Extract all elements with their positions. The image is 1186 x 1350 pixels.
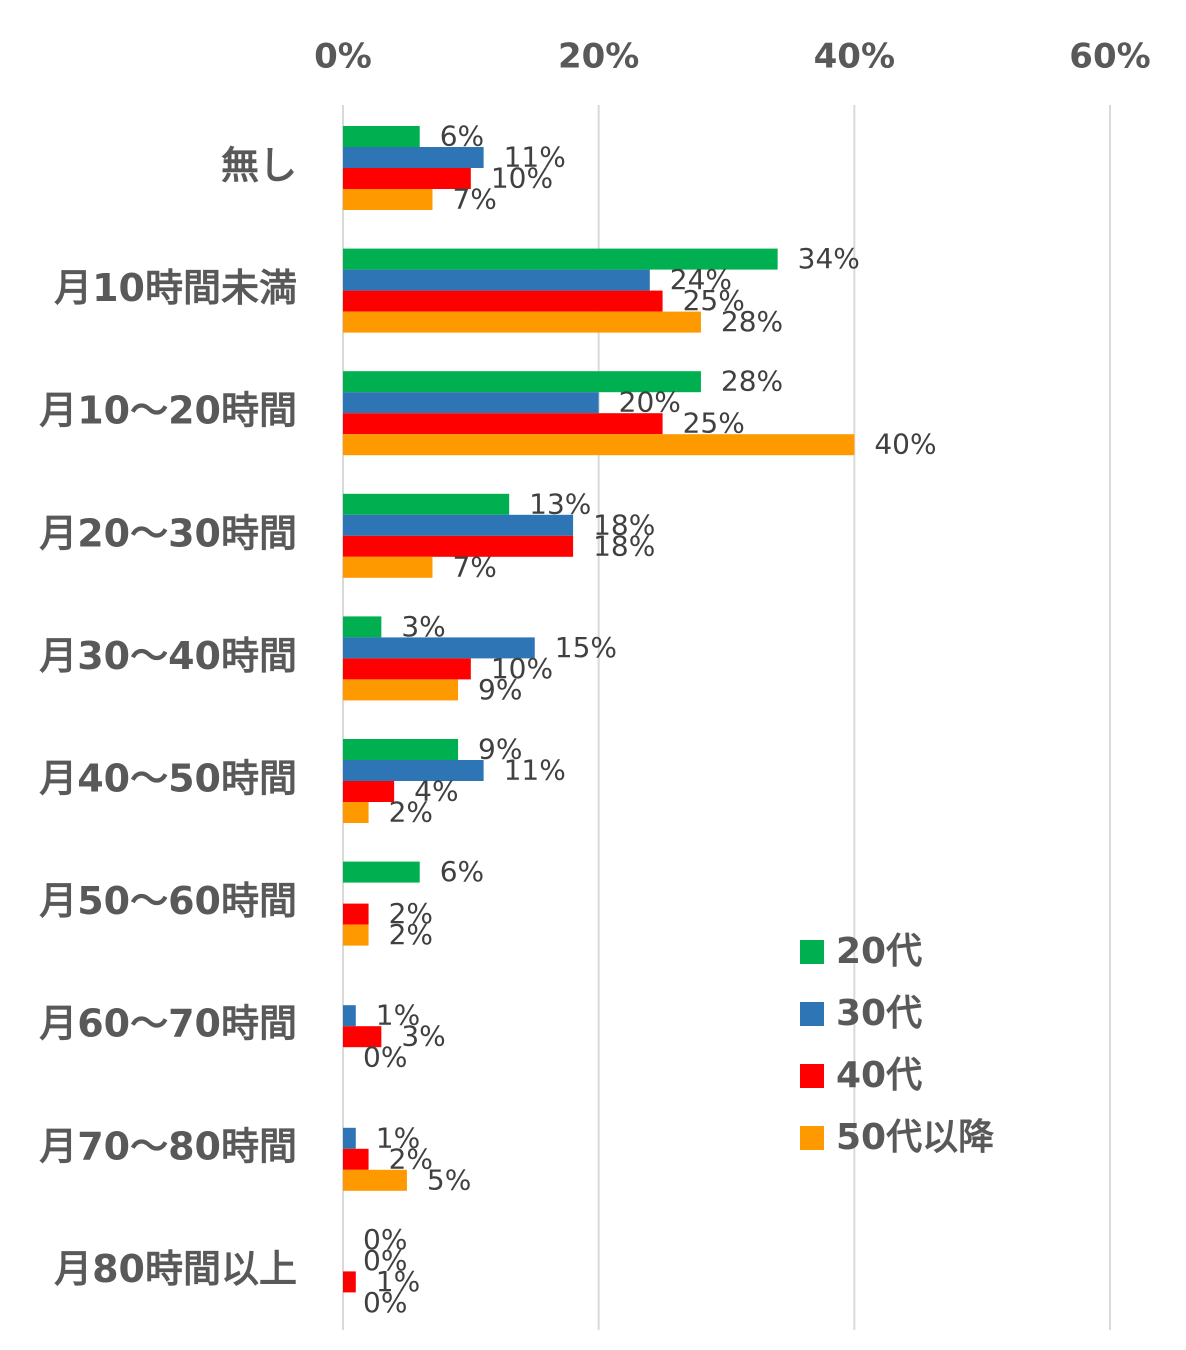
bar-3-1 [343, 514, 574, 536]
data-label-5-2: 4% [414, 775, 458, 808]
data-label-1-1: 24% [670, 263, 732, 296]
bar-4-1 [343, 637, 535, 659]
bar-5-1 [343, 760, 484, 781]
category-label-4: 月30〜40時間 [39, 634, 297, 678]
bar-2-1 [343, 392, 599, 414]
data-label-0-1: 11% [504, 141, 566, 174]
data-label-7-2: 3% [401, 1020, 445, 1053]
bar-4-2 [343, 658, 471, 680]
bar-3-3 [343, 556, 433, 578]
data-label-8-2: 2% [389, 1142, 433, 1175]
bar-0-1 [343, 147, 484, 168]
x-axis-ticks: 0% 20% 40% 60% [314, 37, 1151, 77]
bar-5-3 [343, 802, 369, 823]
data-label-7-3: 0% [363, 1041, 407, 1074]
bar-9-2 [343, 1271, 356, 1293]
data-label-3-1: 18% [593, 508, 655, 541]
data-label-9-1: 0% [363, 1244, 407, 1277]
bar-3-2 [343, 535, 574, 557]
category-label-7: 月60〜70時間 [39, 1002, 297, 1046]
x-tick-label-20: 20% [558, 37, 639, 77]
data-label-7-1: 1% [376, 999, 420, 1032]
bar-1-3 [343, 311, 701, 333]
category-label-0: 無し [221, 144, 297, 188]
data-label-5-0: 9% [478, 733, 522, 766]
legend-label-2: 40代 [836, 1055, 922, 1096]
data-label-3-3: 7% [452, 550, 496, 583]
category-label-5: 月40〜50時間 [39, 757, 297, 801]
bar-6-2 [343, 903, 369, 925]
bar-5-0 [343, 739, 459, 760]
data-label-4-2: 10% [491, 652, 553, 685]
bar-1-1 [343, 269, 650, 291]
legend-label-1: 30代 [836, 993, 922, 1034]
data-label-0-0: 6% [440, 120, 484, 153]
legend-swatch-2 [800, 1064, 824, 1088]
data-label-1-2: 25% [683, 284, 745, 317]
bar-3-0 [343, 493, 510, 515]
data-label-8-1: 1% [376, 1121, 420, 1154]
legend-swatch-0 [800, 940, 824, 964]
bar-8-3 [343, 1169, 407, 1191]
category-label-9: 月80時間以上 [54, 1247, 297, 1291]
bar-6-3 [343, 924, 369, 946]
category-labels: 無し月10時間未満月10〜20時間月20〜30時間月30〜40時間月40〜50時… [39, 144, 297, 1291]
data-label-6-2: 2% [389, 897, 433, 930]
data-label-5-1: 11% [504, 754, 566, 787]
data-label-2-1: 20% [619, 386, 681, 419]
category-label-1: 月10時間未満 [54, 266, 297, 310]
bar-0-0 [343, 126, 420, 147]
bar-7-1 [343, 1005, 356, 1027]
data-label-9-2: 1% [376, 1265, 420, 1298]
category-label-8: 月70〜80時間 [39, 1124, 297, 1168]
data-label-1-3: 28% [721, 305, 783, 338]
data-label-2-3: 40% [874, 428, 936, 461]
bars [343, 126, 855, 1293]
bar-7-2 [343, 1026, 382, 1048]
bar-2-3 [343, 434, 855, 456]
data-label-8-3: 5% [427, 1163, 471, 1196]
bar-2-2 [343, 413, 663, 435]
data-label-0-3: 7% [452, 183, 496, 216]
bar-2-0 [343, 371, 701, 393]
data-label-1-0: 34% [798, 242, 860, 275]
bar-0-3 [343, 189, 433, 210]
data-label-5-3: 2% [389, 796, 433, 829]
data-label-4-3: 9% [478, 673, 522, 706]
data-label-4-1: 15% [555, 631, 617, 664]
data-label-3-0: 13% [529, 487, 591, 520]
bar-5-2 [343, 781, 395, 802]
data-label-2-2: 25% [683, 407, 745, 440]
legend-label-3: 50代以降 [836, 1117, 994, 1158]
x-tick-label-60: 60% [1069, 37, 1150, 77]
data-label-6-0: 6% [440, 855, 484, 888]
legend-label-0: 20代 [836, 931, 922, 972]
category-label-2: 月10〜20時間 [39, 389, 297, 433]
bar-8-2 [343, 1148, 369, 1170]
legend-swatch-3 [800, 1126, 824, 1150]
category-label-6: 月50〜60時間 [39, 879, 297, 923]
data-label-9-3: 0% [363, 1286, 407, 1319]
data-label-2-0: 28% [721, 365, 783, 398]
x-tick-label-40: 40% [814, 37, 895, 77]
x-tick-label-0: 0% [314, 37, 372, 77]
data-label-4-0: 3% [401, 610, 445, 643]
legend-swatch-1 [800, 1002, 824, 1026]
bar-1-0 [343, 248, 778, 270]
bar-6-0 [343, 861, 420, 883]
bar-4-0 [343, 616, 382, 638]
legend: 20代 30代 40代 50代以降 [800, 931, 994, 1158]
data-label-6-3: 2% [389, 918, 433, 951]
bar-8-1 [343, 1127, 356, 1149]
data-labels: 6%11%10%7%34%24%25%28%28%20%25%40%13%18%… [363, 120, 937, 1319]
data-label-0-2: 10% [491, 162, 553, 195]
bar-4-3 [343, 679, 459, 701]
category-label-3: 月20〜30時間 [39, 511, 297, 555]
data-label-9-0: 0% [363, 1223, 407, 1256]
bar-1-2 [343, 290, 663, 312]
bar-0-2 [343, 168, 471, 189]
data-label-3-2: 18% [593, 529, 655, 562]
